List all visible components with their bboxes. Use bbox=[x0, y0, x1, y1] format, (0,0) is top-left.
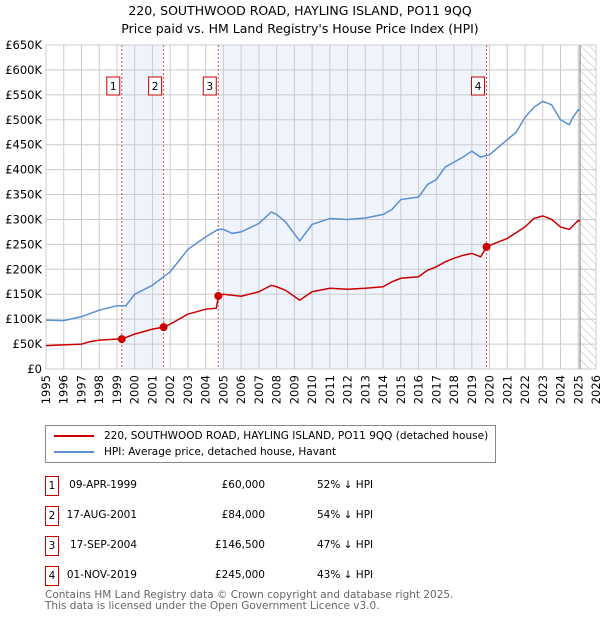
sale-row: 1 09-APR-1999 £60,000 52% ↓ HPI bbox=[45, 476, 465, 496]
x-tick-label: 2024 bbox=[554, 375, 568, 404]
sale-hpi-diff: 43% ↓ HPI bbox=[317, 569, 374, 581]
sale-point bbox=[214, 291, 223, 300]
series-hpi-line bbox=[45, 100, 581, 322]
sale-marker-label: 3 bbox=[206, 81, 213, 93]
y-tick-label: £300K bbox=[5, 212, 42, 226]
x-tick-label: 2016 bbox=[412, 375, 426, 404]
x-tick-label: 1997 bbox=[74, 375, 88, 404]
y-tick-label: £150K bbox=[5, 287, 42, 301]
y-tick-label: £400K bbox=[5, 163, 42, 177]
sale-marker-label: 2 bbox=[152, 81, 159, 93]
y-tick-label: £200K bbox=[5, 262, 42, 276]
x-tick-label: 2022 bbox=[518, 375, 532, 404]
x-tick-label: 2007 bbox=[252, 375, 266, 404]
x-tick-label: 2005 bbox=[216, 375, 230, 404]
y-tick-label: £600K bbox=[5, 63, 42, 77]
sale-point bbox=[482, 242, 491, 251]
x-tick-label: 2008 bbox=[270, 375, 284, 404]
plot-area: 1995 1996 1997 1998 1999 2000 2001 2002 2003 2004… bbox=[5, 38, 600, 404]
sale-hpi-diff: 52% ↓ HPI bbox=[317, 479, 374, 491]
sale-price: £245,000 bbox=[214, 569, 265, 581]
sale-row: 3 17-SEP-2004 £146,500 47% ↓ HPI bbox=[45, 536, 465, 556]
x-tick-label: 2018 bbox=[447, 375, 461, 404]
chart-subtitle: Price paid vs. HM Land Registry's House … bbox=[121, 21, 479, 36]
sale-number: 3 bbox=[45, 536, 59, 556]
sale-point bbox=[117, 335, 126, 344]
x-tick-label: 2023 bbox=[536, 375, 550, 404]
y-tick-label: £0 bbox=[27, 362, 42, 376]
sale-marker-label: 4 bbox=[475, 81, 482, 93]
sale-date: 01-NOV-2019 bbox=[66, 569, 137, 581]
x-tick-label: 2003 bbox=[181, 375, 195, 404]
sale-date: 17-SEP-2004 bbox=[69, 539, 137, 551]
x-tick-label: 2010 bbox=[305, 375, 319, 404]
x-tick-label: 1998 bbox=[92, 375, 106, 404]
sale-number: 4 bbox=[45, 566, 59, 586]
x-tick-label: 2015 bbox=[394, 375, 408, 404]
x-tick-label: 2020 bbox=[483, 375, 497, 404]
legend-label-property: 220, SOUTHWOOD ROAD, HAYLING ISLAND, PO1… bbox=[104, 430, 489, 442]
sale-hpi-diff: 47% ↓ HPI bbox=[317, 539, 374, 551]
x-tick-label: 2002 bbox=[163, 375, 177, 404]
footer-line-1: Contains HM Land Registry data © Crown c… bbox=[45, 589, 454, 601]
legend-swatch-hpi bbox=[54, 451, 94, 453]
x-tick-label: 2006 bbox=[234, 375, 248, 404]
x-tick-label: 2026 bbox=[589, 375, 600, 404]
x-tick-label: 1999 bbox=[110, 375, 124, 404]
x-tick-label: 2009 bbox=[287, 375, 301, 404]
x-tick-label: 2001 bbox=[145, 375, 159, 404]
x-tick-label: 2013 bbox=[358, 375, 372, 404]
x-tick-label: 2014 bbox=[376, 375, 390, 404]
sale-marker-box bbox=[471, 76, 486, 96]
sale-price: £146,500 bbox=[214, 539, 265, 551]
sale-price: £84,000 bbox=[221, 509, 265, 521]
shaded-range-1 bbox=[121, 45, 164, 369]
sale-hpi-diff: 54% ↓ HPI bbox=[317, 509, 374, 521]
y-tick-label: £250K bbox=[5, 237, 42, 251]
sale-marker-box bbox=[148, 76, 163, 96]
sale-price: £60,000 bbox=[221, 479, 265, 491]
x-tick-label: 2004 bbox=[199, 375, 213, 404]
x-tick-label: 2012 bbox=[341, 375, 355, 404]
sale-row: 2 17-AUG-2001 £84,000 54% ↓ HPI bbox=[45, 506, 465, 526]
footer-line-2: This data is licensed under the Open Gov… bbox=[45, 600, 380, 612]
y-tick-label: £350K bbox=[5, 188, 42, 202]
sale-date: 09-APR-1999 bbox=[69, 479, 137, 491]
legend-swatch-property bbox=[54, 435, 94, 437]
y-tick-label: £650K bbox=[5, 38, 42, 52]
x-tick-label: 2000 bbox=[128, 375, 142, 404]
x-tick-label: 2011 bbox=[323, 375, 337, 404]
sale-number: 1 bbox=[45, 476, 59, 496]
legend-label-hpi: HPI: Average price, detached house, Hava… bbox=[104, 446, 337, 458]
x-tick-label: 1996 bbox=[57, 375, 71, 404]
y-tick-label: £50K bbox=[13, 337, 43, 351]
x-tick-label: 2025 bbox=[571, 375, 585, 404]
forecast-hatch bbox=[580, 45, 596, 369]
sale-point bbox=[159, 323, 168, 332]
sale-marker-label: 1 bbox=[110, 81, 117, 93]
y-tick-label: £450K bbox=[5, 138, 42, 152]
plot-border bbox=[45, 44, 597, 370]
x-tick-label: 1995 bbox=[39, 375, 53, 404]
y-tick-label: £500K bbox=[5, 113, 42, 127]
sale-marker-box bbox=[202, 76, 217, 96]
x-tick-label: 2021 bbox=[500, 375, 514, 404]
shaded-range-2 bbox=[218, 45, 487, 369]
legend: 220, SOUTHWOOD ROAD, HAYLING ISLAND, PO1… bbox=[45, 425, 496, 463]
x-tick-label: 2019 bbox=[465, 375, 479, 404]
y-tick-label: £100K bbox=[5, 312, 42, 326]
x-tick-label: 2017 bbox=[429, 375, 443, 404]
sale-row: 4 01-NOV-2019 £245,000 43% ↓ HPI bbox=[45, 566, 465, 586]
sale-number: 2 bbox=[45, 506, 59, 526]
sale-date: 17-AUG-2001 bbox=[66, 509, 137, 521]
y-tick-label: £550K bbox=[5, 88, 42, 102]
chart-title: 220, SOUTHWOOD ROAD, HAYLING ISLAND, PO1… bbox=[128, 3, 472, 18]
sale-marker-box bbox=[106, 76, 121, 96]
